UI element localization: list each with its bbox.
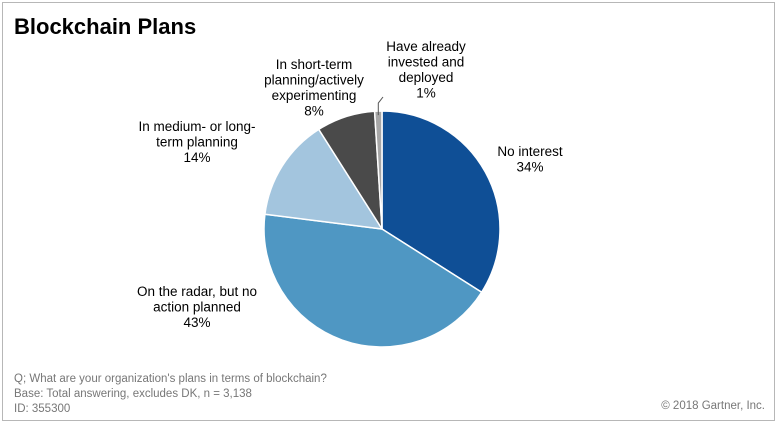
slice-label-line: Have already bbox=[386, 39, 466, 54]
slice-label-3: In medium- or long-term planning 14% bbox=[138, 119, 255, 165]
leader-line-deployed bbox=[377, 96, 384, 116]
slice-label-line: 8% bbox=[304, 104, 324, 119]
slice-label-line: invested and bbox=[388, 55, 465, 70]
slice-label-line: term planning bbox=[156, 135, 238, 150]
slice-label-2: On the radar, but no action planned 43% bbox=[137, 284, 257, 330]
slice-label-line: experimenting bbox=[272, 88, 357, 103]
pie-slice-3 bbox=[264, 128, 384, 230]
chart-title: Blockchain Plans bbox=[14, 14, 197, 39]
slice-label-line: On the radar, but no bbox=[137, 284, 257, 299]
slice-label-line: 1% bbox=[416, 86, 436, 101]
slice-label-1: No interest 34% bbox=[497, 144, 563, 175]
slice-label-line: planning/actively bbox=[264, 73, 364, 88]
chart-footer: Q; What are your organization's plans in… bbox=[14, 372, 327, 417]
slice-label-line: No interest bbox=[497, 144, 563, 159]
slice-label-line: deployed bbox=[399, 70, 454, 85]
pie-slice-2 bbox=[263, 213, 483, 348]
footer-question: Q; What are your organization's plans in… bbox=[14, 373, 327, 385]
slice-label-4: In short-term planning/actively experiment… bbox=[264, 57, 364, 119]
slice-label-line: 34% bbox=[516, 160, 543, 175]
pie-slices bbox=[263, 110, 501, 348]
slice-labels: No interest 34% On the radar, but no action… bbox=[137, 39, 563, 330]
footer-id: ID: 355300 bbox=[14, 403, 71, 415]
slice-label-line: 14% bbox=[183, 150, 210, 165]
slice-label-line: In medium- or long- bbox=[138, 119, 255, 134]
slice-label-5: Have already invested and deployed 1% bbox=[386, 39, 466, 101]
slice-label-line: action planned bbox=[153, 300, 241, 315]
footer-base: Base: Total answering, excludes DK, n = … bbox=[14, 388, 252, 400]
slice-label-line: 43% bbox=[183, 315, 210, 330]
copyright-text: © 2018 Gartner, Inc. bbox=[661, 400, 765, 412]
leader-lines bbox=[377, 96, 384, 116]
slice-label-line: In short-term bbox=[276, 57, 353, 72]
